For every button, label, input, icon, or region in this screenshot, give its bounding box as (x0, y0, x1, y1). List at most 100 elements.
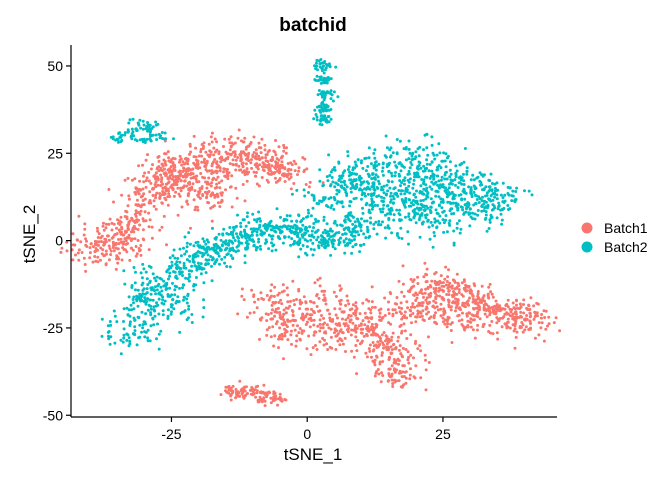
data-point (290, 237, 294, 241)
data-point (144, 270, 148, 274)
data-point (469, 191, 473, 195)
data-point (404, 370, 408, 374)
data-point (148, 130, 152, 134)
data-point (147, 303, 151, 307)
data-point (167, 180, 171, 184)
data-point (394, 311, 398, 315)
data-point (473, 217, 477, 221)
data-point (398, 344, 402, 348)
data-point (189, 226, 192, 230)
data-point (454, 171, 458, 175)
data-point (253, 300, 257, 304)
data-point (515, 303, 518, 307)
data-point (157, 132, 161, 136)
data-point (298, 337, 302, 341)
data-point (158, 276, 162, 280)
data-point (496, 188, 500, 192)
data-point (439, 178, 443, 182)
data-point (101, 248, 105, 252)
data-point (82, 233, 86, 237)
data-point (546, 324, 549, 328)
data-point (319, 78, 323, 82)
data-point (205, 238, 209, 242)
data-point (233, 141, 237, 145)
data-point (322, 215, 326, 219)
data-point (529, 296, 533, 300)
data-point (388, 155, 392, 159)
data-point (448, 175, 452, 179)
data-point (443, 277, 447, 281)
data-point (443, 159, 447, 163)
data-point (158, 228, 162, 232)
data-point (141, 228, 145, 232)
data-point (117, 242, 121, 246)
data-point (143, 141, 147, 144)
data-point (536, 302, 540, 306)
data-point (263, 392, 267, 396)
data-point (393, 347, 397, 351)
data-point (300, 233, 304, 237)
data-point (403, 205, 407, 209)
data-point (259, 146, 263, 150)
data-point (400, 290, 404, 294)
data-point (375, 370, 379, 373)
data-point (229, 135, 233, 139)
data-point (323, 246, 327, 250)
data-point (154, 133, 158, 137)
data-point (216, 194, 220, 198)
data-point (432, 316, 436, 320)
data-point (209, 193, 213, 197)
data-point (405, 337, 409, 340)
data-point (274, 153, 278, 157)
data-point (286, 300, 290, 304)
data-point (95, 226, 99, 230)
data-point (154, 292, 158, 296)
data-point (540, 313, 544, 316)
data-point (370, 199, 374, 203)
data-point (513, 315, 516, 319)
data-point (220, 257, 224, 261)
data-point (327, 115, 331, 118)
data-point (377, 220, 381, 223)
data-point (181, 186, 185, 189)
data-point (222, 170, 225, 174)
data-point (226, 177, 230, 181)
data-point (365, 225, 369, 229)
data-point (533, 310, 537, 314)
data-point (419, 349, 423, 353)
data-point (133, 281, 137, 285)
data-point (271, 155, 274, 159)
data-point (445, 319, 449, 323)
data-point (441, 218, 445, 222)
data-point (229, 153, 233, 157)
data-point (432, 287, 436, 291)
data-point (146, 336, 150, 340)
data-point (252, 391, 256, 395)
data-point (183, 252, 187, 256)
data-point (513, 346, 517, 350)
data-point (476, 290, 480, 293)
data-point (121, 233, 125, 237)
data-point (372, 361, 376, 365)
data-point (465, 205, 469, 209)
data-point (413, 342, 417, 345)
data-point (171, 297, 175, 301)
data-point (376, 368, 380, 371)
data-point (187, 269, 191, 273)
data-point (277, 158, 281, 162)
data-point (476, 310, 480, 314)
data-point (312, 226, 315, 230)
data-point (128, 258, 132, 262)
data-point (107, 188, 111, 191)
data-point (185, 200, 189, 204)
data-point (226, 243, 230, 247)
data-point (370, 207, 374, 211)
data-point (434, 301, 438, 305)
data-point (237, 164, 241, 168)
data-point (149, 167, 153, 171)
data-point (491, 198, 495, 202)
data-point (159, 173, 163, 177)
data-point (536, 314, 539, 318)
data-point (318, 179, 322, 183)
data-point (282, 312, 286, 316)
